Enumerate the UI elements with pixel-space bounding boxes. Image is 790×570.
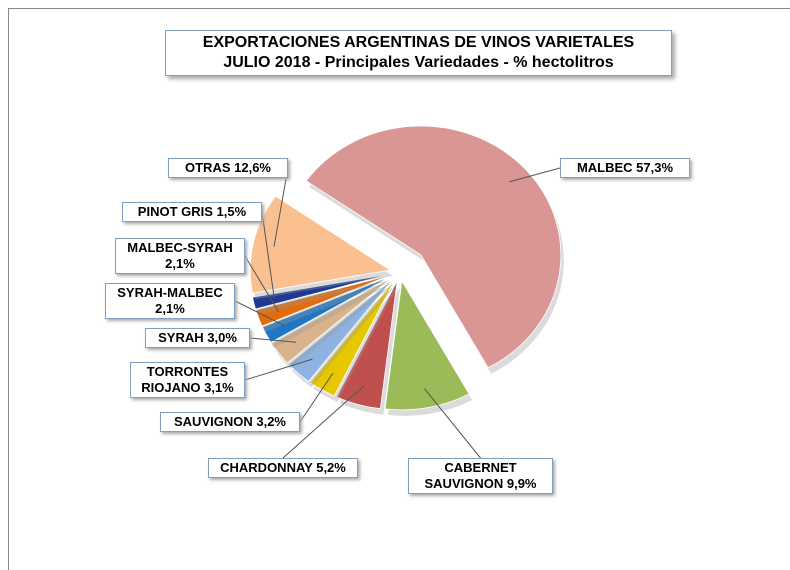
- slice: [255, 274, 391, 327]
- slice: [271, 277, 393, 364]
- slice: [288, 278, 394, 382]
- category-label: CABERNET SAUVIGNON: [424, 460, 517, 491]
- slice-shadow: [255, 280, 394, 316]
- data-label: MALBEC 57,3%: [560, 158, 690, 178]
- value-label: 2,1%: [165, 256, 195, 271]
- value-label: 57,3%: [636, 160, 674, 175]
- value-label: 3,2%: [256, 414, 286, 429]
- data-label: TORRONTES RIOJANO 3,1%: [130, 362, 245, 398]
- title-box: EXPORTACIONES ARGENTINAS DE VINOS VARIET…: [165, 30, 672, 76]
- category-label: CHARDONNAY: [220, 460, 313, 475]
- leader-line: [261, 211, 275, 299]
- category-label: TORRONTES RIOJANO: [141, 364, 229, 395]
- data-label: SYRAH 3,0%: [145, 328, 250, 348]
- chart-subtitle: JULIO 2018 - Principales Variedades - % …: [223, 54, 614, 71]
- data-label: CHARDONNAY 5,2%: [208, 458, 358, 478]
- slice: [261, 275, 392, 343]
- category-label: OTRAS: [185, 160, 231, 175]
- data-label: PINOT GRIS 1,5%: [122, 202, 262, 222]
- category-label: MALBEC-SYRAH: [127, 240, 233, 255]
- leader-line: [282, 385, 365, 459]
- leader-line: [299, 373, 334, 423]
- category-label: MALBEC: [576, 160, 633, 175]
- value-label: 1,5%: [216, 204, 247, 219]
- chart-title: EXPORTACIONES ARGENTINAS DE VINOS VARIET…: [202, 34, 635, 51]
- value-label: 9,9%: [506, 476, 537, 491]
- leader-line: [273, 167, 289, 247]
- data-label: SAUVIGNON 3,2%: [160, 412, 300, 432]
- slice: [252, 273, 391, 310]
- value-label: 3,0%: [207, 330, 237, 345]
- slice: [336, 280, 398, 410]
- value-label: 2,1%: [155, 301, 185, 316]
- value-label: 12,6%: [234, 160, 271, 175]
- slice: [305, 125, 562, 369]
- slice-shadow: [258, 281, 394, 333]
- value-label: 5,2%: [316, 460, 346, 475]
- category-label: SAUVIGNON: [174, 414, 253, 429]
- leader-line: [249, 337, 297, 343]
- leader-line: [244, 358, 313, 381]
- data-label: SYRAH-MALBEC 2,1%: [105, 283, 235, 319]
- data-label: MALBEC-SYRAH 2,1%: [115, 238, 245, 274]
- data-label: CABERNET SAUVIGNON 9,9%: [408, 458, 553, 494]
- slice: [384, 279, 470, 411]
- category-label: SYRAH-MALBEC: [117, 285, 223, 300]
- data-label: OTRAS 12,6%: [168, 158, 288, 178]
- leader-line: [244, 255, 279, 312]
- slice-shadow: [265, 282, 395, 349]
- leader-line: [424, 388, 481, 459]
- leader-line: [234, 300, 286, 327]
- value-label: 3,1%: [204, 380, 234, 395]
- category-label: PINOT GRIS: [137, 204, 213, 219]
- frame: [8, 8, 790, 570]
- slice: [249, 195, 392, 294]
- category-label: SYRAH: [158, 330, 204, 345]
- leader-line: [509, 167, 561, 183]
